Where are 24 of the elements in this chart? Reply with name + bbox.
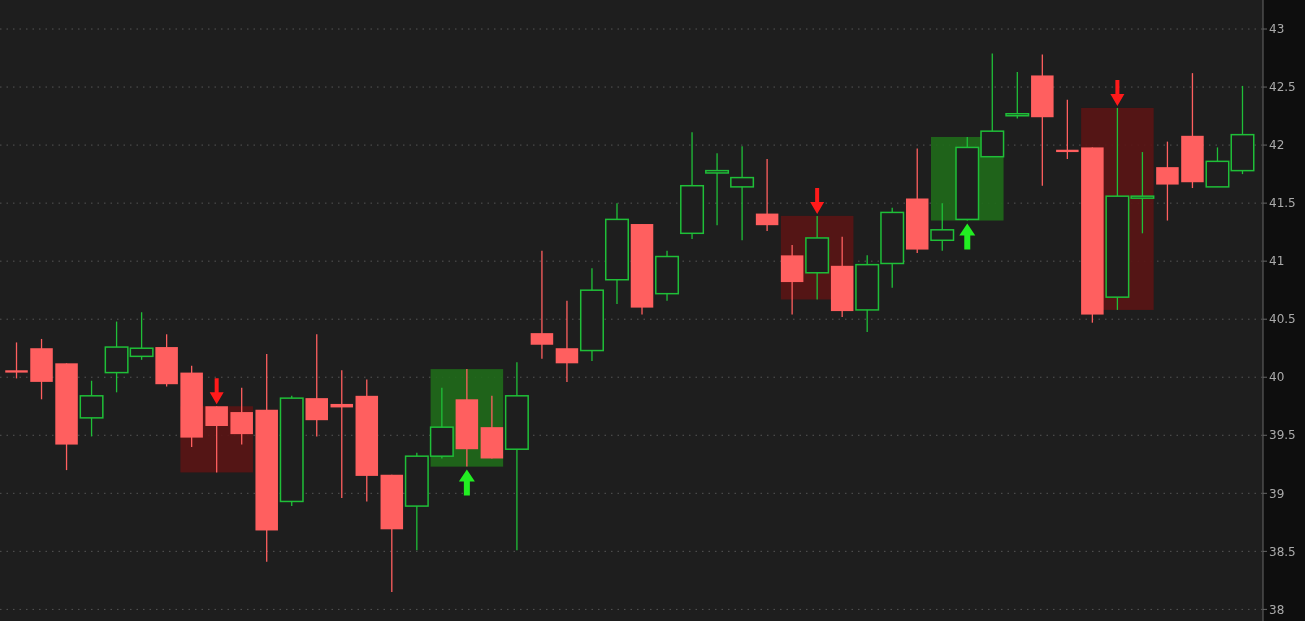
candlestick (730, 145, 755, 241)
y-tick-label: 41.5 (1269, 196, 1296, 211)
y-tick-label: 40.5 (1269, 312, 1296, 327)
y-tick-label: 41 (1269, 254, 1285, 269)
y-tick-label: 39.5 (1269, 428, 1296, 443)
candlestick (230, 387, 253, 446)
candlestick (930, 202, 955, 252)
candlestick (705, 152, 730, 226)
y-tick-label: 42.5 (1269, 80, 1296, 95)
y-tick-label: 39 (1269, 486, 1285, 501)
candlestick (755, 158, 779, 232)
y-tick-label: 40 (1269, 370, 1285, 385)
candlestick (1005, 71, 1030, 120)
candlestick (530, 250, 554, 360)
y-tick-label: 42 (1269, 138, 1285, 153)
y-tick-label: 38.5 (1269, 544, 1296, 559)
candlestick (555, 299, 579, 383)
candlestick (79, 380, 104, 438)
candlestick (305, 333, 329, 438)
y-tick-label: 38 (1269, 602, 1285, 617)
candlestick (205, 405, 228, 474)
candlestick (1156, 140, 1179, 222)
y-tick-label: 43 (1269, 22, 1285, 37)
candlestick (5, 341, 28, 380)
